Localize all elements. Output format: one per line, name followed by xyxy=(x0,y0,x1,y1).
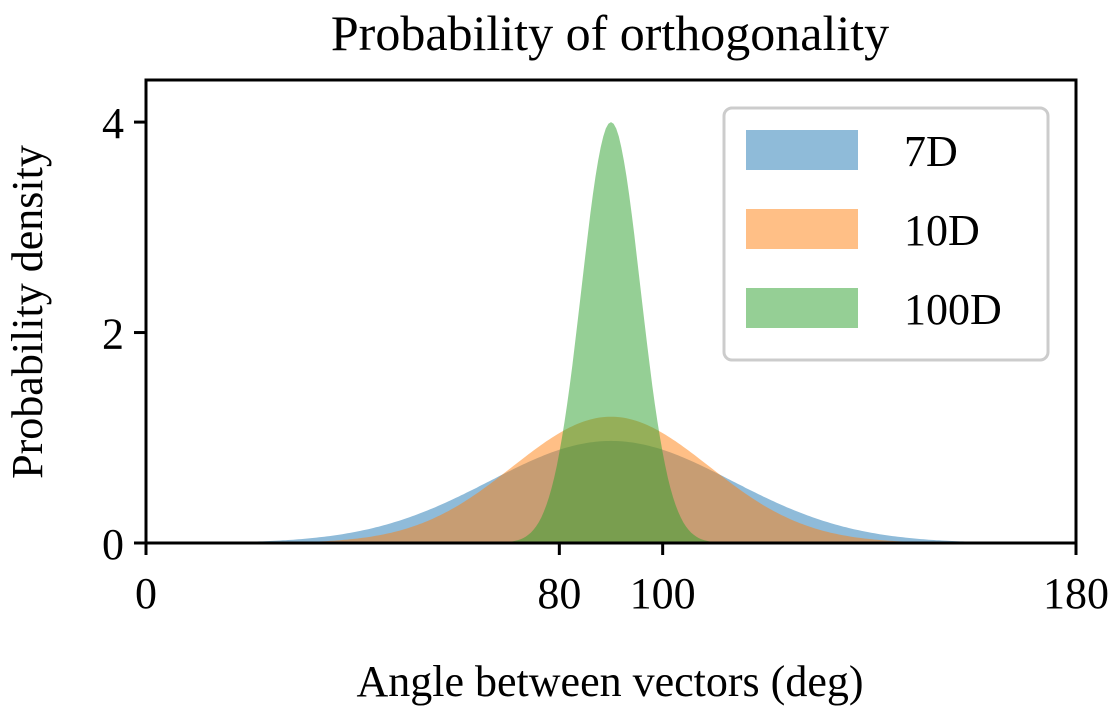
x-axis: 0 80 100 180 xyxy=(135,543,1109,618)
legend-swatch-10d xyxy=(746,209,858,249)
x-tick-label: 100 xyxy=(630,569,696,618)
legend-label-7d: 7D xyxy=(904,127,958,176)
legend-label-100d: 100D xyxy=(904,285,1002,334)
series-layer xyxy=(146,122,1076,543)
chart-title: Probability of orthogonality xyxy=(331,5,889,61)
legend: 7D 10D 100D xyxy=(722,106,1050,362)
x-tick-label: 0 xyxy=(135,569,157,618)
y-tick-label: 4 xyxy=(102,99,124,148)
y-tick-label: 0 xyxy=(102,520,124,569)
legend-label-10d: 10D xyxy=(904,206,980,255)
legend-swatch-100d xyxy=(746,288,858,328)
x-tick-label: 80 xyxy=(537,569,581,618)
plot-frame xyxy=(144,78,1078,545)
legend-swatch-7d xyxy=(746,130,858,170)
x-axis-label: Angle between vectors (deg) xyxy=(356,657,863,706)
x-tick-label: 180 xyxy=(1043,569,1109,618)
y-axis: 0 2 4 xyxy=(102,99,146,569)
y-axis-label: Probability density xyxy=(3,145,52,479)
series-area-100d xyxy=(146,122,1076,543)
y-tick-label: 2 xyxy=(102,310,124,359)
